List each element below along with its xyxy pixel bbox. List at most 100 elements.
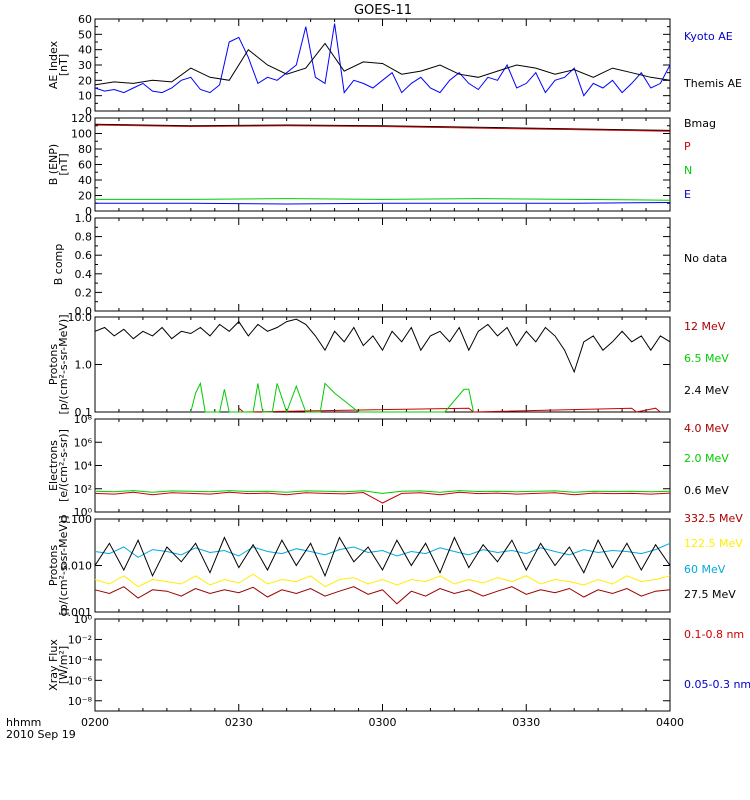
legend-label: Kyoto AE: [684, 30, 733, 43]
y-tick-label: 40: [78, 174, 92, 187]
y-tick-label: 0: [85, 205, 92, 218]
legend-label: 0.1-0.8 nm: [684, 628, 744, 641]
y-tick-label: 10⁻⁶: [68, 674, 93, 687]
y-tick-label: 10⁴: [74, 460, 93, 473]
y-axis-label: [p/(cm²-s-sr-MeV)]: [57, 516, 70, 616]
y-tick-label: 0: [85, 105, 92, 118]
panel-frame: [94, 117, 671, 212]
y-tick-label: 0.001: [61, 606, 93, 619]
y-tick-label: 10⁰: [74, 613, 93, 626]
panel-protons2: 0.001 0.010 0.100 Protons[p/(cm²-s-sr-MeV)]…: [47, 512, 743, 619]
y-tick-label: 50: [78, 28, 92, 41]
x-axis: 0200 0230 0300 0330 0400: [81, 716, 684, 729]
plot-title: GOES-11: [354, 3, 412, 18]
y-tick-label: 10.0: [68, 311, 93, 324]
y-axis-label: [nT]: [57, 153, 70, 175]
panel-protons1: 0.1 1.0 10.0 Protons[p/(cm²-s-sr-MeV)] 12 Me…: [47, 311, 729, 419]
series-line-bmag: [94, 123, 671, 131]
y-tick-label: 10⁻²: [68, 633, 92, 646]
x-tick-label: 0200: [81, 716, 109, 729]
legend-label: 332.5 MeV: [684, 512, 743, 525]
y-tick-label: 60: [78, 13, 92, 26]
legend-label: Themis AE: [683, 77, 742, 90]
legend-label: P: [684, 140, 691, 153]
y-axis-label: Protons: [47, 545, 60, 586]
y-tick-label: 0.2: [75, 286, 93, 299]
panel-frame: [94, 618, 671, 712]
legend-label: 27.5 MeV: [684, 588, 736, 601]
series-line-6-5-mev: [190, 381, 474, 414]
legend-label: 6.5 MeV: [684, 352, 729, 365]
series-line-12-mev: [238, 407, 661, 413]
y-tick-label: 0.8: [75, 231, 93, 244]
legend-label: 2.0 MeV: [684, 452, 729, 465]
y-axis-label: [p/(cm²-s-sr-MeV)]: [57, 315, 70, 415]
legend-label: 2.4 MeV: [684, 384, 729, 397]
y-tick-label: 0.010: [61, 560, 93, 573]
y-tick-label: 120: [71, 112, 92, 125]
y-tick-label: 10⁶: [74, 436, 93, 449]
legend-label: 12 MeV: [684, 320, 726, 333]
series-line-2-0-mev: [94, 490, 671, 494]
x-tick-label: 0400: [656, 716, 684, 729]
y-tick-label: 0.0: [75, 305, 93, 318]
series-line-p: [94, 124, 671, 132]
panel-ae: 0 10 20 30 40 50 60 AE Index[nT] Kyoto AE Themis …: [47, 13, 742, 118]
panel-bcomp: 0.0 0.2 0.4 0.6 0.8 1.0 B comp No data: [52, 212, 727, 318]
x-tick-label: 0300: [369, 716, 397, 729]
legend-label: 0.05-0.3 nm: [684, 678, 750, 691]
x-tick-label: 0230: [225, 716, 253, 729]
y-tick-label: 0.100: [61, 513, 93, 526]
y-axis-label: Electrons: [47, 440, 60, 491]
legend-label: E: [684, 188, 691, 201]
series-line-4-0-mev: [94, 491, 671, 504]
y-tick-label: 0.4: [75, 268, 93, 281]
y-tick-label: 60: [78, 159, 92, 172]
y-tick-label: 10⁸: [74, 413, 93, 426]
y-tick-label: 10⁻⁴: [68, 654, 93, 667]
series-line-27-5-mev: [94, 536, 671, 578]
y-tick-label: 30: [78, 59, 92, 72]
series-line-332-5-mev: [94, 586, 671, 605]
legend-label: Bmag: [684, 117, 716, 130]
legend-label: 122.5 MeV: [684, 537, 743, 550]
panel-frame: [94, 217, 671, 312]
footer-date-label: 2010 Sep 19: [6, 728, 76, 741]
panel-electrons: 10⁰ 10² 10⁴ 10⁶ 10⁸ Electrons[e/(cm²-s-sr)] 4.…: [47, 413, 729, 519]
y-tick-label: 1.0: [75, 212, 93, 225]
y-axis-label: AE Index: [47, 40, 60, 89]
panel-xray: 10⁻⁸ 10⁻⁶ 10⁻⁴ 10⁻² 10⁰ Xray Flux[W/m²] 0.1-0.…: [47, 613, 750, 712]
y-axis-label: [W/m²]: [57, 646, 70, 684]
y-tick-label: 1.0: [75, 359, 93, 372]
footer-time-label: hhmm: [6, 716, 41, 729]
y-tick-label: 10: [78, 90, 92, 103]
panels: 0 10 20 30 40 50 60 AE Index [nT] Kyoto AE Themis …: [47, 13, 750, 712]
x-tick-label: 0330: [512, 716, 540, 729]
y-tick-label: 0.1: [75, 406, 93, 419]
y-axis-label: [e/(cm²-s-sr)]: [57, 429, 70, 502]
series-line-n: [95, 198, 671, 201]
legend-label: 4.0 MeV: [684, 422, 729, 435]
y-tick-label: 80: [78, 143, 92, 156]
legend-label: N: [684, 164, 692, 177]
y-axis-label: B (ENP): [47, 144, 60, 185]
y-tick-label: 20: [78, 74, 92, 87]
series-line-e: [95, 202, 671, 205]
panel-frame: [94, 18, 671, 112]
y-tick-label: 20: [78, 190, 92, 203]
series-line-122-5-mev: [94, 573, 671, 588]
panel-frame: [94, 418, 671, 513]
y-tick-label: 0.6: [75, 249, 93, 262]
series-line-kyoto-ae: [94, 23, 671, 97]
y-axis-label: Xray Flux: [47, 639, 60, 691]
y-tick-label: 100: [71, 128, 92, 141]
legend-label: 60 MeV: [684, 563, 726, 576]
y-tick-label: 40: [78, 44, 92, 57]
series-line-2-4-mev: [94, 318, 671, 374]
y-tick-label: 10⁻⁸: [68, 695, 93, 708]
y-axis-label: B comp: [52, 244, 65, 286]
panel-frame: [94, 518, 671, 613]
legend-label: No data: [684, 252, 727, 265]
panel-benp: 0 20 40 60 80 100 120 B (ENP)[nT] Bmag PNE: [47, 112, 716, 218]
